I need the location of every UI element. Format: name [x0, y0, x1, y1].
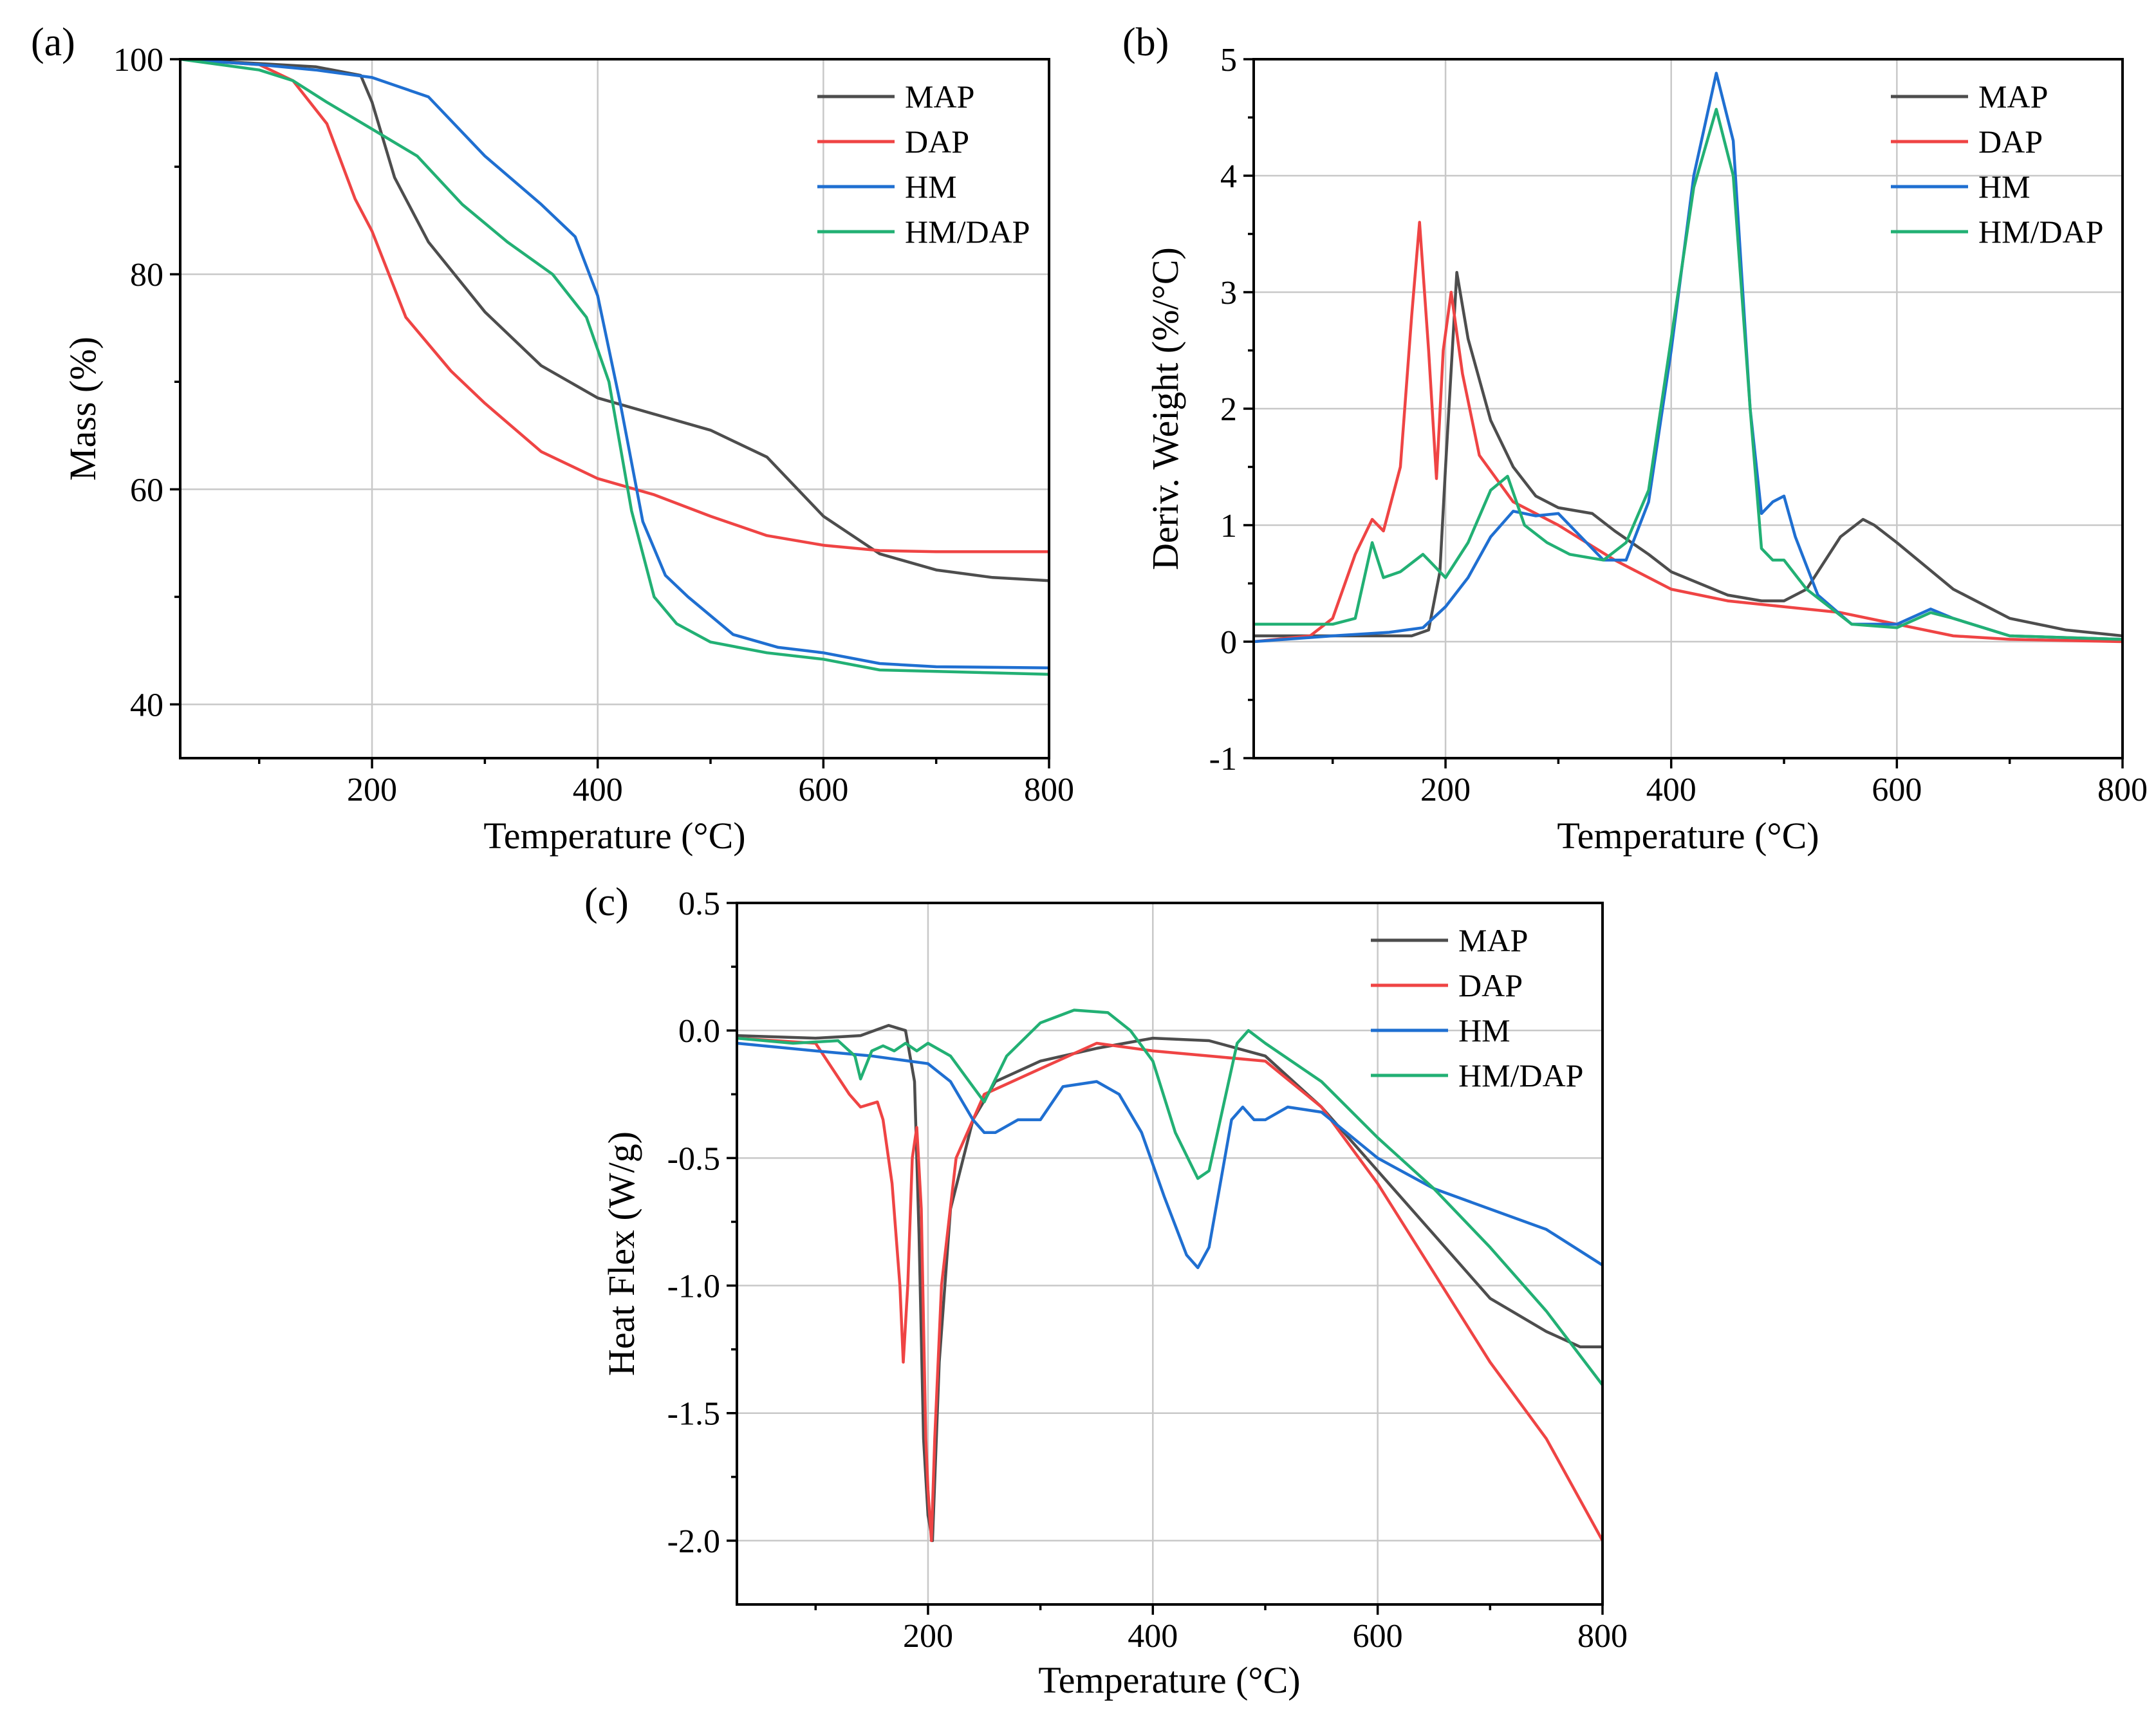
legend-label-dap: DAP [905, 124, 969, 160]
panel-c-ticks: 200 400 600 800 -2.0 -1.5 -1.0 -0.5 0.0 0.5 [667, 886, 1628, 1655]
y-tick-label: 40 [130, 687, 163, 723]
panel-c: (c) 200 400 600 800 -2.0 -1.5 -1.0 -0.5 0.0 0.5 T… [584, 880, 1628, 1701]
panel-a-legend: MAP DAP HM HM/DAP [817, 79, 1030, 250]
series-hm-line [180, 59, 1049, 669]
panel-a-ylabel: Mass (%) [62, 337, 104, 481]
panel-b-xlabel: Temperature (°C) [1557, 815, 1819, 857]
legend-label-hm: HM [1458, 1012, 1510, 1048]
x-tick-label: 200 [1420, 772, 1471, 808]
y-tick-label: -1.5 [667, 1396, 720, 1433]
panel-a: (a) 200 400 600 800 40 60 80 100 Temperature (°… [31, 21, 1074, 857]
legend-label-hm: HM [1978, 169, 2031, 205]
panel-b: (b) 200 400 600 800 -1 0 1 2 3 4 5 Temperature (°C… [1122, 21, 2148, 857]
panel-b-data [1254, 71, 2123, 644]
legend-label-map: MAP [1458, 922, 1528, 958]
panel-a-label: (a) [31, 21, 75, 64]
panel-b-ticks: 200 400 600 800 -1 0 1 2 3 4 5 [1209, 42, 2148, 808]
y-tick-label: -0.5 [667, 1140, 720, 1177]
panel-c-legend: MAP DAP HM HM/DAP [1371, 922, 1583, 1093]
x-tick-label: 800 [2097, 772, 2148, 808]
y-tick-label: -1.0 [667, 1269, 720, 1305]
series-dap-line [180, 59, 1049, 553]
panel-b-ylabel: Deriv. Weight (%/°C) [1144, 247, 1186, 570]
panel-a-ticks: 200 400 600 800 40 60 80 100 [113, 42, 1074, 808]
x-tick-label: 800 [1577, 1618, 1628, 1655]
series-hm-line [737, 1041, 1603, 1270]
legend-label-hm-dap: HM/DAP [1978, 214, 2103, 250]
panel-a-frame [179, 58, 1050, 759]
y-tick-label: 80 [130, 257, 163, 293]
y-tick-label: 5 [1220, 42, 1237, 79]
x-tick-label: 600 [798, 772, 848, 808]
x-tick-label: 600 [1353, 1618, 1403, 1655]
y-tick-label: 60 [130, 472, 163, 508]
series-dap-line [737, 1036, 1603, 1543]
legend-label-map: MAP [1978, 79, 2048, 115]
y-tick-label: 3 [1220, 275, 1237, 311]
x-tick-label: 400 [573, 772, 623, 808]
x-tick-label: 400 [1646, 772, 1696, 808]
legend-label-hm: HM [905, 169, 957, 205]
panel-b-legend: MAP DAP HM HM/DAP [1891, 79, 2103, 250]
x-tick-label: 600 [1872, 772, 1922, 808]
y-tick-label: -1 [1209, 741, 1237, 777]
y-tick-label: 0 [1220, 624, 1237, 661]
y-tick-label: 1 [1220, 508, 1237, 544]
legend-label-hm-dap: HM/DAP [1458, 1057, 1583, 1093]
series-dap-line [1254, 221, 2123, 644]
series-hm-dap-line [737, 1008, 1603, 1387]
y-tick-label: 0.5 [678, 886, 720, 922]
panel-c-label: (c) [584, 880, 629, 924]
y-tick-label: 0.0 [678, 1013, 720, 1050]
series-map-line [1254, 270, 2123, 638]
legend-label-map: MAP [905, 79, 974, 115]
series-hm-dap-line [180, 59, 1049, 676]
y-tick-label: 4 [1220, 158, 1237, 195]
x-tick-label: 400 [1128, 1618, 1178, 1655]
y-tick-label: 2 [1220, 391, 1237, 428]
y-tick-label: 100 [113, 42, 163, 79]
panel-a-data [180, 59, 1049, 676]
x-tick-label: 200 [903, 1618, 953, 1655]
legend-label-hm-dap: HM/DAP [905, 214, 1030, 250]
legend-label-dap: DAP [1978, 124, 2043, 160]
panel-c-ylabel: Heat Flex (W/g) [600, 1131, 642, 1376]
panel-a-xlabel: Temperature (°C) [483, 815, 745, 857]
x-tick-label: 200 [347, 772, 397, 808]
series-hm-dap-line [1254, 107, 2123, 641]
y-tick-label: -2.0 [667, 1523, 720, 1560]
panel-c-data [737, 1008, 1603, 1543]
panel-b-label: (b) [1122, 21, 1169, 64]
x-tick-label: 800 [1024, 772, 1074, 808]
legend-label-dap: DAP [1458, 967, 1523, 1003]
panel-c-xlabel: Temperature (°C) [1038, 1659, 1300, 1701]
panel-c-frame [736, 902, 1604, 1606]
